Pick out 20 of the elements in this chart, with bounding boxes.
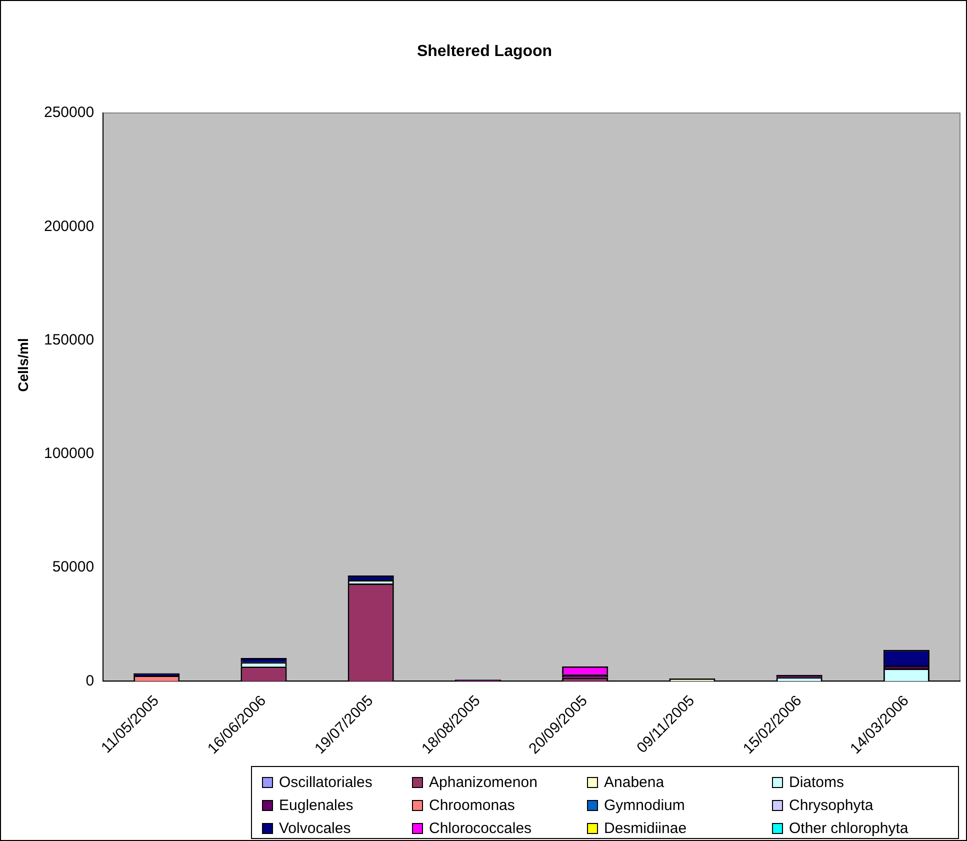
legend-label: Oscillatoriales — [278, 773, 374, 792]
legend-label: Volvocales — [278, 819, 352, 838]
legend-label: Chrysophyta — [788, 796, 874, 815]
legend-label: Gymnodium — [603, 796, 686, 815]
y-tick-label: 0 — [86, 672, 94, 690]
y-axis-title: Cells/ml — [15, 338, 31, 392]
legend-label: Diatoms — [788, 773, 846, 792]
legend-label: Chroomonas — [428, 796, 516, 815]
legend-label: Aphanizomenon — [428, 773, 538, 792]
y-tick-label: 100000 — [44, 445, 94, 462]
y-tick-label: 150000 — [44, 331, 94, 348]
legend-label: Euglenales — [278, 796, 354, 815]
y-tick-label: 200000 — [44, 218, 94, 235]
chart-title: Sheltered Lagoon — [416, 43, 554, 61]
legend-label: Other chlorophyta — [788, 819, 910, 838]
legend-label: Chlorococcales — [428, 819, 533, 838]
y-tick-label: 50000 — [52, 558, 94, 576]
legend-label: Anabena — [603, 773, 666, 792]
legend-label: Desmidiinae — [603, 819, 688, 838]
y-tick-label: 250000 — [44, 104, 94, 122]
